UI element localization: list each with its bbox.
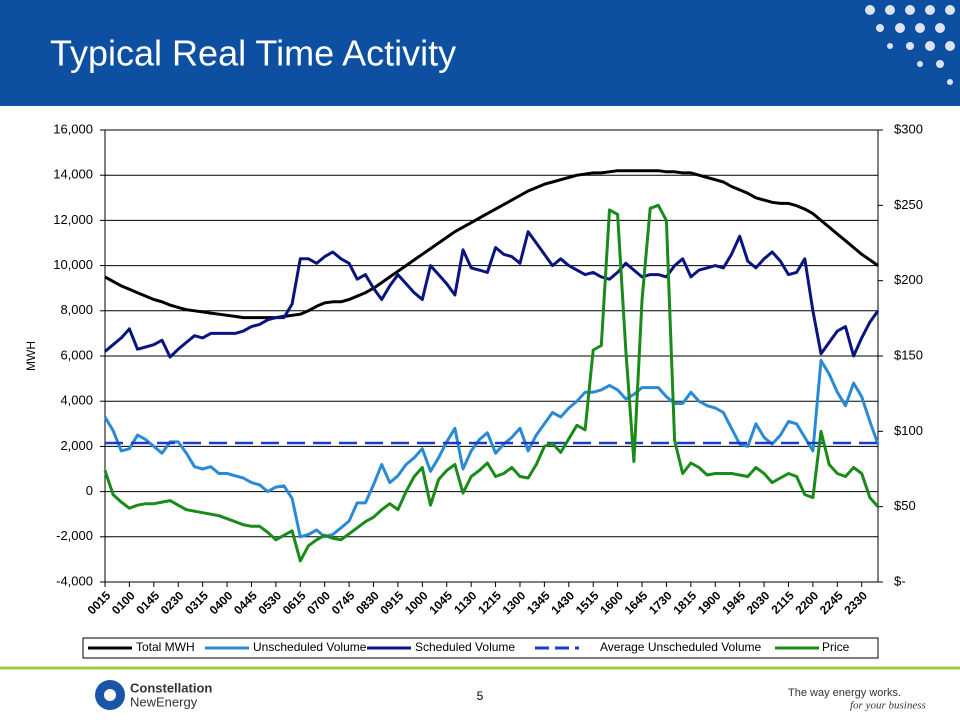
x-tick-label: 1430: [548, 588, 577, 617]
x-tick-label: 0015: [85, 588, 114, 617]
series-line: [104, 230, 880, 359]
x-tick-label: 1945: [719, 588, 748, 617]
y2-tick-label: $250: [894, 197, 923, 212]
legend-box: [82, 637, 879, 659]
x-tick-label: 0830: [353, 588, 382, 617]
series-line: [104, 169, 879, 320]
x-tick-label: 0745: [329, 588, 358, 617]
x-tick-label: 1215: [475, 588, 504, 617]
logo-top: Constellation: [130, 680, 212, 695]
series-line: [103, 203, 880, 563]
x-tick-label: 0100: [109, 588, 138, 617]
x-tick-label: 1900: [695, 588, 724, 617]
page-number: 5: [477, 689, 484, 703]
logo-icon-center: [104, 689, 116, 701]
x-tick-label: 1000: [402, 588, 431, 617]
x-tick-label: 2245: [817, 588, 846, 617]
x-tick-label: 1300: [500, 588, 529, 617]
x-tick-label: 2030: [744, 588, 773, 617]
y-tick-label: 14,000: [53, 167, 93, 182]
x-tick-label: 1045: [426, 588, 455, 617]
x-tick-label: 1815: [670, 588, 699, 617]
y-tick-label: 2,000: [60, 438, 93, 453]
y-tick-label: 0: [86, 483, 93, 498]
x-tick-label: 2330: [841, 588, 870, 617]
tagline: The way energy works.: [788, 687, 901, 699]
y-tick-label: 8,000: [60, 302, 93, 317]
y2-tick-label: $300: [894, 121, 923, 136]
x-tick-label: 0615: [280, 588, 309, 617]
y-axis-label: MWH: [24, 341, 38, 371]
y2-tick-label: $150: [894, 347, 923, 362]
x-tick-label: 1600: [597, 588, 626, 617]
tagline-script: for your business: [850, 700, 926, 712]
x-tick-label: 0700: [304, 588, 333, 617]
x-tick-label: 0400: [207, 588, 236, 617]
x-tick-label: 2115: [769, 588, 798, 617]
header-dots: [865, 5, 955, 85]
y-tick-label: -4,000: [56, 573, 93, 588]
x-tick-label: 1730: [646, 588, 675, 617]
slide-title: Typical Real Time Activity: [50, 33, 456, 74]
header-band: [0, 0, 960, 106]
legend-label: Price: [822, 640, 850, 654]
x-tick-label: 1345: [524, 588, 553, 617]
y2-tick-label: $50: [894, 498, 916, 513]
y-tick-label: 12,000: [53, 212, 93, 227]
x-tick-label: 1645: [622, 588, 651, 617]
y-tick-label: -2,000: [56, 528, 93, 543]
y-tick-label: 16,000: [53, 121, 93, 136]
y2-tick-label: $100: [894, 423, 923, 438]
x-tick-label: 0445: [231, 588, 260, 617]
y2-tick-label: $200: [894, 272, 923, 287]
x-tick-label: 0915: [378, 588, 407, 617]
legend-label: Total MWH: [136, 640, 195, 654]
legend-label: Average Unscheduled Volume: [600, 640, 762, 654]
logo-bottom: NewEnergy: [130, 694, 198, 709]
x-tick-label: 0530: [255, 588, 284, 617]
x-tick-label: 0230: [158, 588, 187, 617]
legend-label: Unscheduled Volume: [253, 640, 367, 654]
y-tick-label: 4,000: [60, 393, 93, 408]
y-tick-label: 10,000: [53, 257, 93, 272]
y-tick-label: 6,000: [60, 347, 93, 362]
y2-tick-label: $-: [894, 573, 906, 588]
x-tick-label: 0145: [133, 588, 162, 617]
x-tick-label: 2200: [792, 588, 821, 617]
x-tick-label: 0315: [182, 588, 211, 617]
legend-label: Scheduled Volume: [415, 640, 515, 654]
x-tick-label: 1515: [573, 588, 602, 617]
x-tick-label: 1130: [451, 588, 480, 617]
series-line: [103, 359, 880, 539]
